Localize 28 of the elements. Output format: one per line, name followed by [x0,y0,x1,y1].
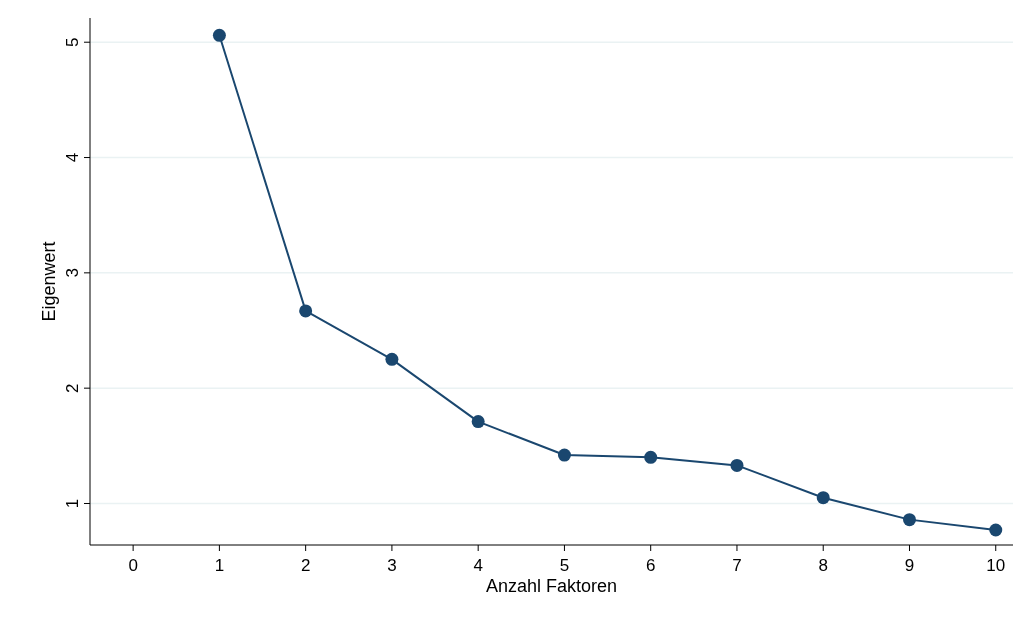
point [471,415,485,429]
point [385,352,399,366]
x-tick-label: 3 [387,556,397,575]
x-tick-label: 5 [559,556,570,575]
y-tick-label: 2 [63,383,82,393]
x-tick-label: 9 [904,556,915,575]
point [902,513,916,527]
y-tick-label: 1 [63,498,82,509]
point [730,458,744,472]
x-tick-label: 8 [818,556,828,575]
y-tick-label: 3 [63,268,82,278]
x-tick-label: 6 [645,556,656,575]
x-axis-title: Anzahl Faktoren [485,576,618,596]
y-tick-label: 5 [63,37,82,47]
y-axis-title: Eigenwert [39,241,59,322]
x-tick-label: 7 [732,556,742,575]
y-tick-label: 4 [63,152,82,163]
point [212,28,226,42]
x-tick-label: 0 [128,556,138,575]
x-tick-label: 1 [214,556,225,575]
x-tick-label: 10 [986,556,1006,575]
point [557,448,571,462]
point [644,450,658,464]
point [816,491,830,505]
x-tick-label: 2 [300,556,311,575]
point [299,304,313,318]
x-tick-label: 4 [473,556,483,575]
point [989,523,1003,537]
